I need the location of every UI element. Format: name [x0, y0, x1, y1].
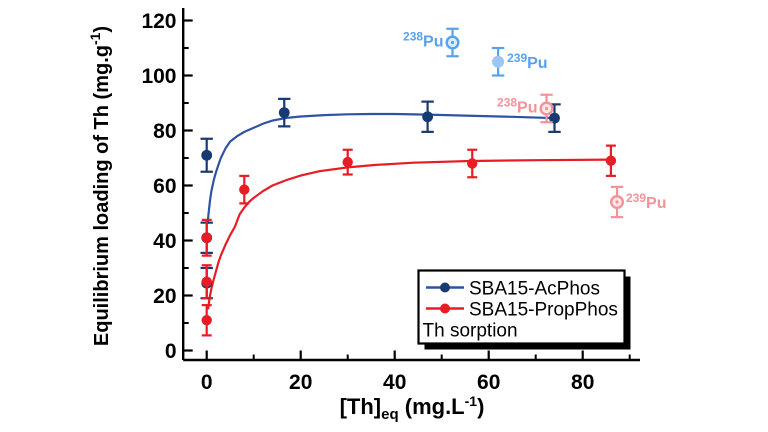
legend-marker [440, 282, 450, 293]
data-point-SBA15-PropPhos [342, 156, 353, 168]
data-point-SBA15-PropPhos [201, 276, 212, 287]
marker-dot [544, 106, 549, 111]
data-point-SBA15-AcPhos [278, 107, 290, 119]
x-tick-label: 40 [383, 371, 406, 394]
x-tick-label: 0 [201, 371, 213, 394]
legend-label: SBA15-PropPhos [469, 300, 618, 321]
legend-marker [440, 303, 450, 314]
x-tick-label: 80 [571, 371, 594, 394]
data-point-SBA15-AcPhos [549, 112, 560, 124]
legend-box [417, 269, 626, 345]
y-tick-label: 0 [165, 340, 177, 363]
legend-entry-SBA15-PropPhos: SBA15-PropPhos [426, 300, 618, 321]
fit-curve-SBA15-PropPhos [207, 158, 611, 310]
x-tick-label: 60 [477, 371, 500, 394]
legend-note: Th sorption [423, 321, 518, 342]
data-point-SBA15-PropPhos [201, 232, 212, 243]
annotation-label-238Pu: 238Pu [497, 96, 537, 117]
data-point-SBA15-PropPhos [201, 315, 212, 326]
marker-dot [615, 200, 619, 204]
y-tick-label: 20 [153, 285, 176, 308]
annotation-label-238Pu: 238Pu [403, 30, 443, 51]
data-point-SBA15-AcPhos [201, 149, 213, 161]
x-tick-label: 20 [289, 371, 312, 394]
data-point-SBA15-AcPhos [422, 111, 433, 123]
annotation-label-239Pu: 239Pu [626, 191, 666, 212]
data-point-SBA15-PropPhos [605, 155, 617, 166]
x-axis-title: [Th]eq (mg.L-1) [340, 393, 485, 423]
y-tick-label: 60 [153, 175, 176, 198]
legend-label: SBA15-AcPhos [469, 279, 600, 300]
legend-entry-SBA15-AcPhos: SBA15-AcPhos [426, 279, 600, 300]
y-tick-label: 100 [141, 65, 176, 88]
data-point-SBA15-PropPhos [239, 184, 250, 195]
marker-239Pu [492, 55, 505, 68]
marker-dot [450, 40, 455, 45]
y-tick-label: 40 [153, 230, 176, 253]
y-axis-title: Equilibrium loading of Th (mg.g-1) [87, 26, 113, 346]
annotation-label-239Pu: 239Pu [507, 51, 547, 72]
y-tick-label: 80 [153, 120, 176, 143]
fit-curve-SBA15-AcPhos [206, 112, 555, 225]
data-point-SBA15-PropPhos [467, 158, 478, 169]
y-tick-label: 120 [141, 10, 176, 33]
